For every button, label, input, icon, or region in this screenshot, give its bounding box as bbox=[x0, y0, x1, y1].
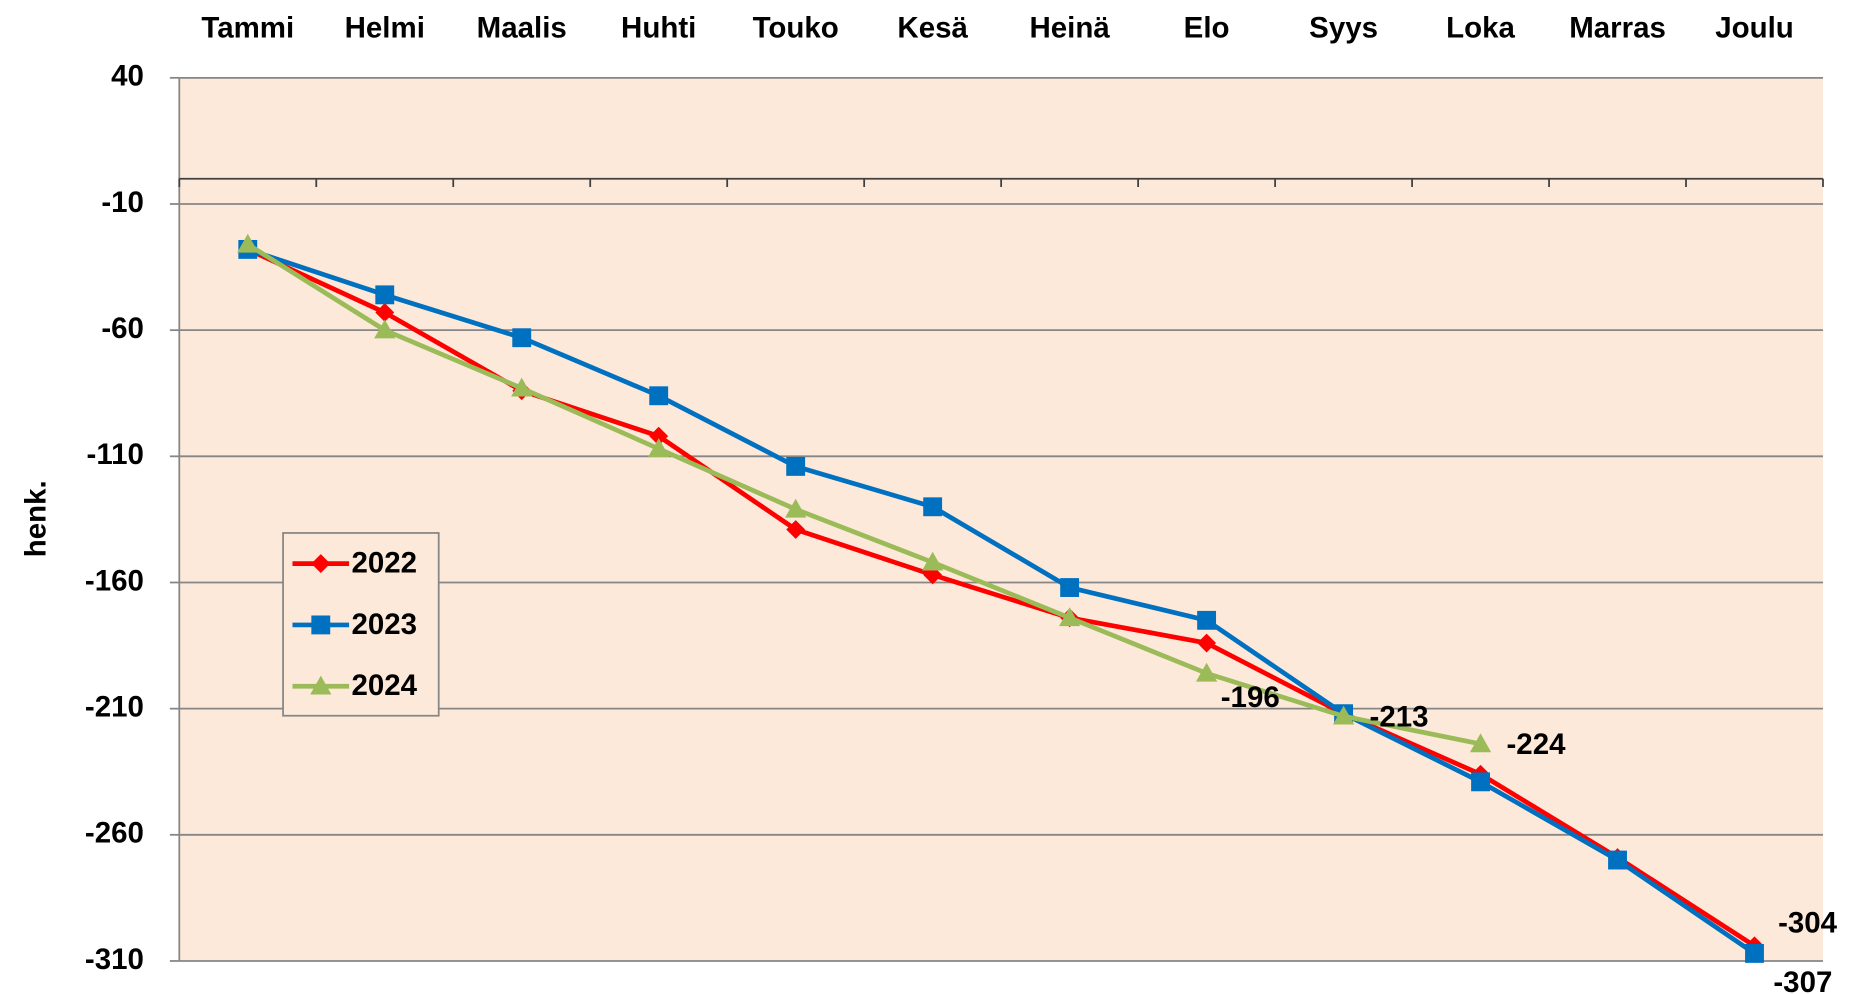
marker bbox=[786, 456, 806, 476]
marker bbox=[311, 615, 331, 635]
marker bbox=[512, 328, 532, 348]
x-tick-label: Loka bbox=[1446, 11, 1515, 44]
legend-label: 2023 bbox=[351, 608, 417, 641]
x-tick-label: Touko bbox=[753, 11, 839, 44]
marker bbox=[1469, 733, 1492, 753]
y-tick-label: -210 bbox=[85, 690, 144, 723]
marker bbox=[1195, 662, 1218, 682]
legend-label: 2024 bbox=[351, 669, 417, 702]
marker bbox=[1332, 705, 1355, 725]
x-tick-label: Kesä bbox=[897, 11, 968, 44]
marker bbox=[649, 386, 669, 406]
series-line bbox=[246, 242, 1482, 747]
y-axis-label: henk. bbox=[20, 480, 53, 557]
marker bbox=[922, 551, 944, 571]
data-label: -304 bbox=[1778, 906, 1838, 939]
x-tick-label: Tammi bbox=[201, 11, 294, 44]
plot-area bbox=[179, 77, 1823, 961]
y-tick-label: 40 bbox=[111, 60, 144, 93]
marker bbox=[311, 554, 331, 574]
series-line bbox=[247, 247, 1756, 956]
y-tick-label: -110 bbox=[87, 438, 144, 471]
x-tick-label: Marras bbox=[1569, 11, 1666, 44]
x-tick-label: Heinä bbox=[1030, 11, 1111, 44]
marker bbox=[375, 285, 395, 305]
y-tick-label: -310 bbox=[85, 943, 144, 976]
marker bbox=[375, 303, 395, 322]
marker bbox=[785, 498, 807, 518]
x-tick-label: Syys bbox=[1309, 11, 1378, 44]
y-tick-label: -60 bbox=[101, 312, 144, 345]
marker bbox=[1197, 610, 1217, 630]
x-tick-label: Helmi bbox=[345, 11, 425, 44]
x-tick-label: Joulu bbox=[1715, 11, 1794, 44]
marker bbox=[648, 438, 670, 458]
marker bbox=[1060, 578, 1080, 597]
marker bbox=[310, 675, 332, 695]
marker bbox=[786, 520, 806, 539]
y-tick-label: -160 bbox=[85, 564, 144, 597]
marker bbox=[1745, 943, 1764, 963]
marker bbox=[1059, 607, 1081, 627]
data-label: -213 bbox=[1370, 700, 1429, 733]
marker bbox=[1471, 772, 1490, 792]
marker bbox=[237, 233, 259, 253]
legend-label: 2022 bbox=[351, 547, 417, 580]
marker bbox=[649, 426, 669, 446]
x-tick-label: Maalis bbox=[477, 11, 567, 44]
data-label: -196 bbox=[1221, 681, 1280, 714]
marker bbox=[923, 497, 943, 517]
data-label: -307 bbox=[1773, 966, 1832, 994]
marker bbox=[511, 377, 533, 397]
marker bbox=[374, 319, 396, 339]
y-tick-label: -260 bbox=[85, 817, 144, 850]
x-tick-label: Huhti bbox=[621, 11, 696, 44]
data-label: -224 bbox=[1506, 728, 1566, 761]
y-tick-label: -10 bbox=[101, 186, 144, 219]
marker bbox=[1608, 850, 1627, 870]
x-tick-label: Elo bbox=[1184, 11, 1230, 44]
